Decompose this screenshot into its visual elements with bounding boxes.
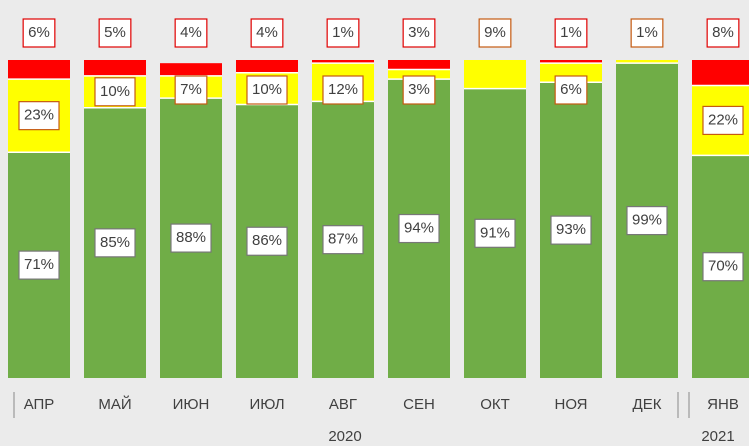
year-label: 2020 — [328, 428, 361, 445]
bar-segment — [312, 60, 374, 64]
value-label-box — [94, 77, 136, 107]
value-label-box — [554, 75, 588, 105]
bar-segment — [616, 60, 678, 64]
value-label: 5% — [104, 24, 126, 41]
value-label-box — [702, 252, 744, 282]
value-label-box — [18, 101, 60, 131]
value-label-box — [554, 18, 588, 48]
value-label-box — [702, 105, 744, 136]
x-tick-label: МАЙ — [98, 395, 131, 413]
value-label: 4% — [256, 24, 278, 41]
value-label-box — [174, 18, 208, 48]
value-label: 86% — [252, 232, 282, 249]
x-tick-label: ИЮЛ — [249, 396, 284, 413]
value-label-box — [322, 75, 364, 105]
value-label: 3% — [408, 24, 430, 41]
value-label: 94% — [404, 220, 434, 237]
value-label: 99% — [632, 212, 662, 229]
value-label-box — [250, 18, 284, 48]
value-label: 71% — [24, 256, 54, 273]
value-label-box — [246, 75, 288, 105]
x-tick-label: АВГ — [329, 396, 357, 413]
x-tick-label: ОКТ — [480, 396, 510, 413]
value-label-box — [478, 18, 512, 48]
value-label: 23% — [24, 107, 54, 124]
bar-segment — [388, 60, 450, 70]
value-label: 87% — [328, 231, 358, 248]
bar-segment — [8, 60, 70, 80]
x-tick-label: ИЮН — [173, 396, 210, 413]
x-tick-label: АПР — [24, 396, 55, 413]
value-label: 10% — [100, 83, 130, 100]
value-label: 10% — [252, 81, 282, 98]
value-label-box — [398, 213, 440, 244]
value-label: 12% — [328, 81, 358, 98]
value-label: 6% — [28, 24, 50, 41]
value-label-box — [22, 18, 56, 48]
value-label-box — [474, 218, 516, 248]
bar-segment — [464, 60, 526, 89]
x-tick-label: ЯНВ — [707, 396, 739, 413]
value-label-box — [322, 225, 364, 255]
value-label: 7% — [180, 81, 202, 98]
value-label-box — [630, 18, 664, 48]
value-label-box — [174, 75, 208, 105]
bar-segment — [388, 69, 450, 80]
value-label: 93% — [556, 221, 586, 238]
value-label: 70% — [708, 258, 738, 275]
value-label: 1% — [636, 24, 658, 41]
value-label-box — [98, 18, 132, 48]
value-label-box — [326, 18, 360, 48]
value-label-box — [626, 205, 668, 236]
value-label: 3% — [408, 81, 430, 98]
value-label: 1% — [560, 24, 582, 41]
value-label: 6% — [560, 81, 582, 98]
x-tick-label: СЕН — [403, 396, 435, 413]
bar-segment — [84, 60, 146, 76]
bar-segment — [692, 60, 749, 86]
value-label-box — [94, 228, 136, 258]
bar-segment — [540, 60, 602, 64]
value-label-box — [550, 215, 592, 245]
value-label: 8% — [712, 24, 734, 41]
year-label: 2021 — [701, 428, 734, 445]
x-tick-label: НОЯ — [554, 396, 587, 413]
value-label-box — [706, 18, 740, 48]
value-label: 1% — [332, 24, 354, 41]
value-label-box — [246, 226, 288, 256]
x-tick-label: ДЕК — [633, 396, 662, 413]
value-label-box — [402, 18, 436, 48]
value-label: 9% — [484, 24, 506, 41]
value-label: 88% — [176, 229, 206, 246]
value-label: 91% — [480, 224, 510, 241]
value-label-box — [18, 250, 60, 280]
bar-segment — [160, 63, 222, 76]
value-label: 85% — [100, 234, 130, 251]
value-label-box — [170, 223, 212, 253]
value-label-box — [402, 75, 436, 105]
value-label: 22% — [708, 111, 738, 128]
bar-segment — [236, 60, 298, 73]
value-label: 4% — [180, 24, 202, 41]
